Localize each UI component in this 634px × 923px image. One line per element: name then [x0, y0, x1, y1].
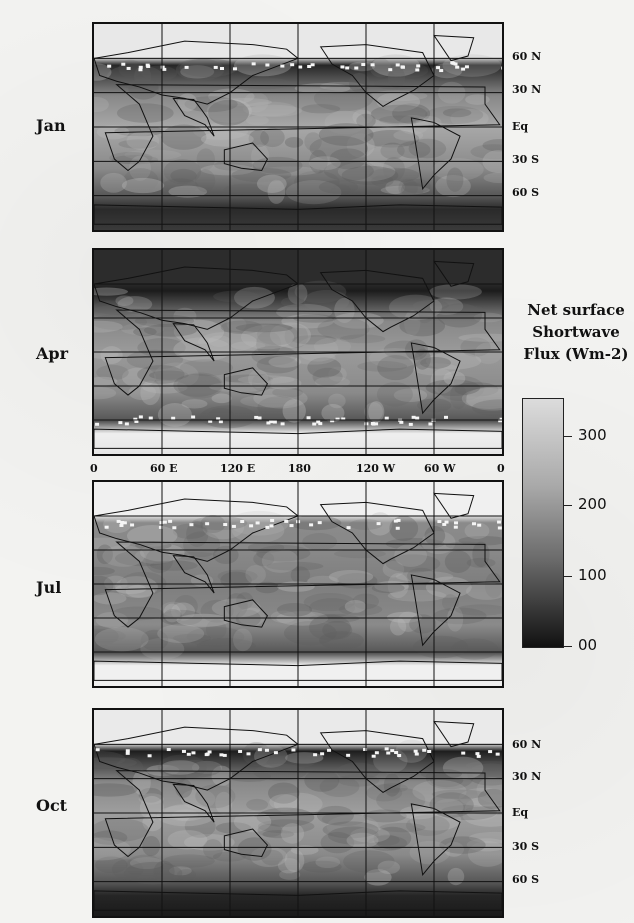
colorbar-label-00: 00 [578, 636, 598, 654]
month-label-oct: Oct [36, 796, 68, 815]
map-canvas [94, 710, 502, 916]
lon-label-60w: 60 W [424, 462, 456, 475]
lat-label-60n: 60 N [512, 50, 542, 63]
lat-label-60s: 60 S [512, 873, 540, 886]
lat-label-30n: 30 N [512, 770, 542, 783]
lat-label-60s: 60 S [512, 186, 540, 199]
lat-label-30n: 30 N [512, 83, 542, 96]
lon-label-0-east: 0 [497, 462, 505, 475]
lat-label-30s: 30 S [512, 153, 540, 166]
lon-label-0-west: 0 [90, 462, 98, 475]
lat-label-eq: Eq [512, 806, 529, 819]
colorbar-tick [564, 646, 572, 647]
colorbar [522, 398, 564, 648]
lon-label-60e: 60 E [150, 462, 178, 475]
lat-label-30s: 30 S [512, 840, 540, 853]
colorbar-title-line-2: Shortwave [532, 323, 620, 341]
colorbar-label-200: 200 [578, 495, 607, 513]
map-canvas [94, 482, 502, 686]
colorbar-tick [564, 576, 572, 577]
lat-label-60n: 60 N [512, 738, 542, 751]
colorbar-title-line-3: Flux (Wm-2) [523, 345, 629, 363]
month-label-jan: Jan [36, 116, 66, 135]
colorbar-label-100: 100 [578, 566, 607, 584]
colorbar-tick [564, 505, 572, 506]
colorbar-label-300: 300 [578, 426, 607, 444]
colorbar-title-line-1: Net surface [527, 301, 625, 319]
lon-label-120e: 120 E [220, 462, 256, 475]
map-canvas [94, 24, 502, 230]
flux-map-oct [92, 708, 504, 918]
month-label-apr: Apr [36, 344, 69, 363]
lon-label-120w: 120 W [356, 462, 396, 475]
lat-label-eq: Eq [512, 120, 529, 133]
flux-map-jul [92, 480, 504, 688]
flux-map-jan [92, 22, 504, 232]
month-label-jul: Jul [36, 578, 62, 597]
flux-map-apr [92, 248, 504, 456]
map-canvas [94, 250, 502, 454]
lon-label-180: 180 [288, 462, 311, 475]
colorbar-tick [564, 436, 572, 437]
